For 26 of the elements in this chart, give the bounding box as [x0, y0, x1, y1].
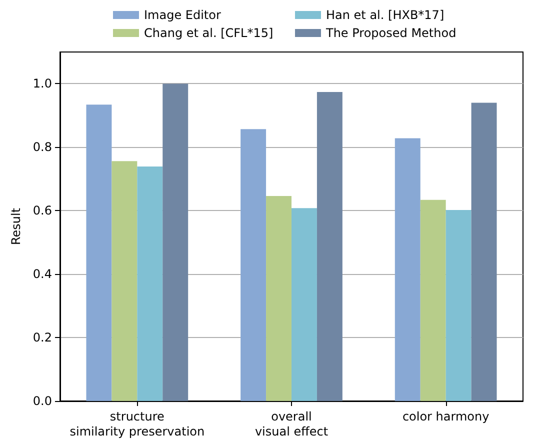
bar: [316, 92, 342, 401]
legend-label: Image Editor: [144, 8, 221, 22]
bar: [471, 102, 497, 401]
x-tick-label: color harmony: [402, 410, 490, 424]
y-tick-label: 0.4: [32, 267, 52, 282]
legend-label: Chang et al. [CFL*15]: [144, 26, 274, 40]
y-axis-title: Result: [9, 208, 23, 246]
bar: [266, 196, 292, 401]
bar: [86, 104, 112, 401]
y-tick-label: 0.8: [32, 140, 52, 154]
bar: [137, 166, 163, 401]
x-tick-label: structure similarity preservation: [70, 410, 205, 438]
bar: [112, 161, 138, 401]
x-tick-label: overall visual effect: [254, 410, 328, 438]
y-tick-label: 1.0: [32, 76, 52, 91]
bar: [420, 200, 446, 401]
legend-label: The Proposed Method: [325, 26, 456, 40]
legend-label: Han et al. [HXB*17]: [326, 8, 444, 22]
bar: [240, 129, 266, 401]
bar: [394, 138, 420, 401]
bar: [292, 208, 317, 401]
bar: [446, 210, 472, 401]
bar: [162, 84, 188, 401]
y-tick-label: 0.0: [32, 394, 52, 408]
y-tick-label: 0.6: [32, 204, 52, 218]
y-tick-label: 0.2: [32, 330, 52, 345]
